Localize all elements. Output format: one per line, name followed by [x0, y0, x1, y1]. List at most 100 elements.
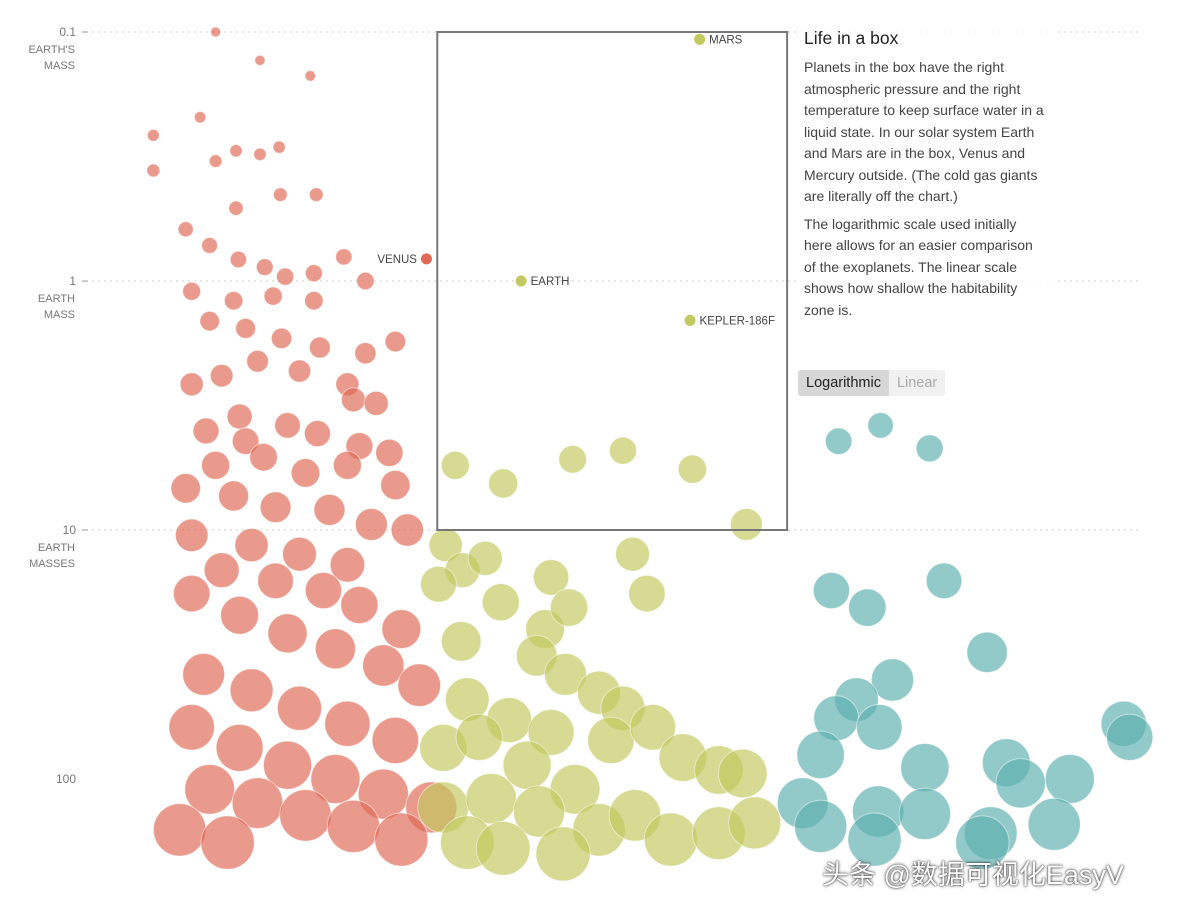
planet-point-hot[interactable]: [182, 652, 226, 696]
planet-point-hot[interactable]: [390, 513, 424, 547]
planet-point-habitable[interactable]: [643, 812, 698, 867]
planet-point-hot[interactable]: [259, 491, 292, 524]
planet-point-hot[interactable]: [229, 144, 243, 158]
planet-point-hot[interactable]: [254, 54, 266, 67]
planet-point-cold[interactable]: [794, 799, 848, 854]
planet-point-hot[interactable]: [229, 250, 248, 269]
planet-point-hot[interactable]: [200, 815, 255, 870]
planet-point-habitable[interactable]: [729, 507, 763, 541]
planet-point-hot[interactable]: [257, 562, 294, 600]
planet-point-habitable[interactable]: [549, 588, 589, 627]
planet-point-hot[interactable]: [354, 342, 377, 365]
planet-point-habitable[interactable]: [527, 708, 575, 756]
planet-point-hot[interactable]: [210, 26, 222, 38]
planet-point-hot[interactable]: [308, 187, 324, 203]
planet-point-habitable[interactable]: [488, 468, 519, 499]
planet-point-hot[interactable]: [335, 248, 353, 266]
planet-point-hot[interactable]: [304, 70, 317, 82]
planet-point-hot[interactable]: [262, 740, 313, 790]
planet-point-cold[interactable]: [955, 815, 1010, 870]
planet-point-cold[interactable]: [812, 571, 851, 610]
planet-point-hot[interactable]: [170, 473, 201, 504]
planet-point-cold[interactable]: [1044, 753, 1095, 805]
planet-point-hot[interactable]: [218, 480, 250, 512]
planet-point-hot[interactable]: [314, 628, 357, 670]
planet-point-hot[interactable]: [172, 574, 211, 613]
planet-point-hot[interactable]: [184, 763, 236, 815]
planet-point-hot[interactable]: [193, 111, 207, 124]
planet-point-habitable[interactable]: [543, 652, 587, 696]
planet-point-cold[interactable]: [856, 704, 903, 751]
planet-point-hot[interactable]: [375, 438, 404, 468]
planet-point-hot[interactable]: [228, 200, 244, 216]
planet-point-habitable[interactable]: [717, 748, 768, 799]
planet-point-hot[interactable]: [146, 163, 161, 178]
planet-point-hot[interactable]: [272, 140, 286, 154]
planet-point-hot[interactable]: [201, 237, 219, 254]
planet-point-hot[interactable]: [201, 450, 231, 480]
planet-point-hot[interactable]: [374, 812, 429, 867]
planet-point-cold[interactable]: [847, 812, 902, 867]
planet-point-hot[interactable]: [182, 281, 202, 301]
planet-point-hot[interactable]: [274, 412, 301, 439]
planet-point-habitable[interactable]: [629, 704, 677, 751]
planet-point-hot[interactable]: [234, 527, 269, 563]
planet-point-hot[interactable]: [253, 147, 267, 162]
planet-point-habitable[interactable]: [440, 620, 482, 662]
planet-point-hot[interactable]: [310, 753, 361, 805]
planet-point-hot[interactable]: [304, 571, 343, 610]
planet-point-habitable[interactable]: [512, 785, 566, 838]
planet-point-hot[interactable]: [354, 507, 388, 541]
planet-point-hot[interactable]: [329, 547, 366, 583]
planet-point-habitable[interactable]: [628, 574, 666, 613]
planet-point-hot[interactable]: [303, 420, 332, 448]
planet-point-hot[interactable]: [356, 271, 375, 291]
planet-point-hot[interactable]: [304, 264, 323, 283]
planet-point-habitable[interactable]: [587, 716, 635, 765]
planet-point-hot[interactable]: [179, 372, 204, 397]
planet-point-habitable[interactable]: [428, 527, 463, 563]
planet-point-hot[interactable]: [229, 668, 274, 713]
planet-point-hot[interactable]: [263, 286, 283, 306]
planet-point-hot[interactable]: [384, 330, 407, 353]
planet-point-habitable[interactable]: [535, 826, 591, 882]
planet-point-hot[interactable]: [270, 327, 293, 350]
planet-point-habitable[interactable]: [532, 559, 570, 596]
planet-point-habitable[interactable]: [467, 540, 503, 576]
planet-point-cold[interactable]: [867, 412, 894, 439]
planet-point-hot[interactable]: [272, 187, 288, 203]
linear-button[interactable]: Linear: [888, 370, 946, 396]
planet-point-cold[interactable]: [898, 787, 952, 841]
planet-point-cold[interactable]: [1027, 797, 1081, 851]
planet-mars[interactable]: [694, 33, 706, 45]
planet-point-hot[interactable]: [381, 609, 422, 650]
planet-point-cold[interactable]: [1106, 713, 1154, 761]
planet-point-hot[interactable]: [177, 221, 194, 238]
planet-point-hot[interactable]: [340, 387, 366, 413]
planet-point-hot[interactable]: [308, 336, 331, 359]
planet-point-hot[interactable]: [249, 442, 278, 472]
planet-venus[interactable]: [420, 253, 432, 265]
planet-point-hot[interactable]: [226, 403, 253, 430]
planet-point-hot[interactable]: [276, 685, 323, 731]
planet-point-hot[interactable]: [290, 458, 321, 488]
planet-earth[interactable]: [515, 275, 527, 287]
planet-point-hot[interactable]: [380, 469, 411, 501]
planet-point-cold[interactable]: [915, 434, 944, 463]
planet-point-habitable[interactable]: [481, 583, 520, 622]
planet-point-hot[interactable]: [326, 799, 381, 854]
planet-point-hot[interactable]: [332, 450, 362, 480]
planet-point-habitable[interactable]: [608, 436, 638, 465]
planet-point-hot[interactable]: [192, 417, 220, 445]
planet-point-hot[interactable]: [168, 704, 215, 751]
planet-point-hot[interactable]: [304, 290, 324, 311]
planet-point-hot[interactable]: [324, 700, 371, 747]
planet-point-habitable[interactable]: [440, 450, 470, 480]
planet-point-hot[interactable]: [371, 716, 420, 765]
planet-point-hot[interactable]: [340, 585, 379, 625]
planet-kepler-186f[interactable]: [684, 314, 696, 326]
planet-point-hot[interactable]: [397, 663, 442, 708]
planet-point-habitable[interactable]: [558, 444, 588, 474]
planet-point-cold[interactable]: [995, 758, 1046, 809]
planet-point-habitable[interactable]: [728, 796, 782, 850]
